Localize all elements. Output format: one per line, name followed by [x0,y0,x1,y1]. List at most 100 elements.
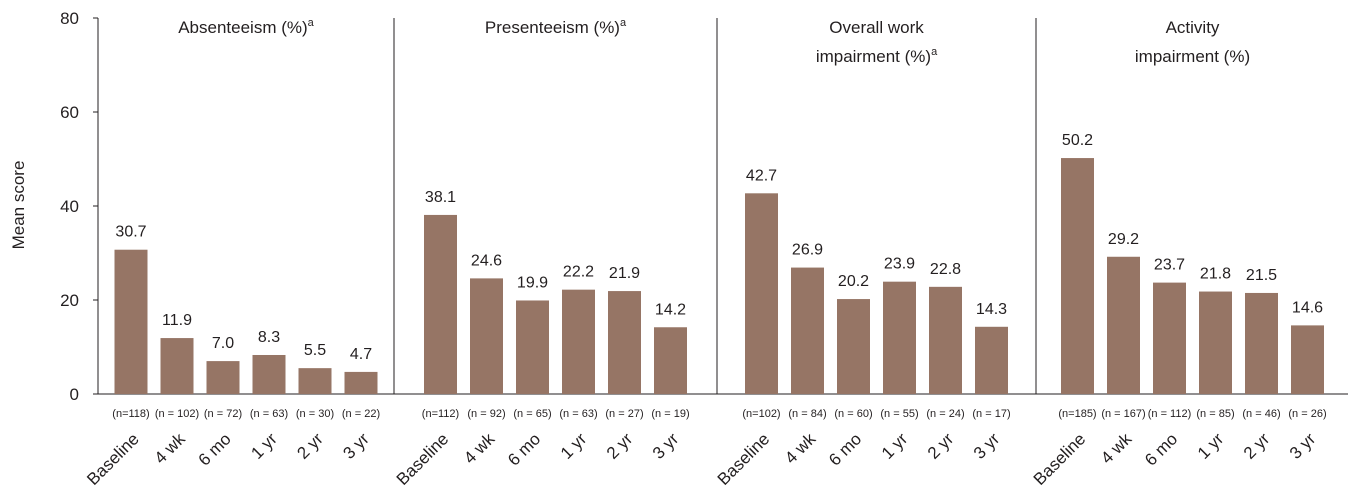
x-tick-label: 1 yr [878,429,912,463]
value-label: 26.9 [792,242,823,259]
panel-title-text: Overall work [829,18,924,37]
n-label: (n = 30) [296,408,334,420]
x-tick-label: Baseline [1030,429,1090,488]
bar [654,327,687,394]
panel-title: Presenteeism (%)a [485,17,627,37]
y-tick-label: 60 [60,103,79,122]
x-tick-label: 6 mo [825,429,865,469]
n-label: (n=102) [742,408,780,420]
value-label: 11.9 [162,312,192,329]
value-label: 4.7 [350,346,372,363]
y-tick-label: 40 [60,197,79,216]
x-tick-label: 4 wk [151,429,190,468]
n-label: (n = 72) [204,408,242,420]
value-label: 23.9 [884,256,915,273]
bar [791,267,824,394]
bar [929,286,962,394]
x-tick-label: 1 yr [1194,429,1228,463]
value-label: 14.2 [655,301,686,318]
value-label: 20.2 [838,273,869,290]
bar [837,299,870,394]
value-label: 50.2 [1062,132,1093,149]
bar [298,368,332,394]
n-label: (n = 167) [1101,408,1145,420]
panel-title-superscript: a [620,17,627,29]
n-label: (n = 65) [513,408,551,420]
bar [206,361,240,394]
value-label: 19.9 [517,274,548,291]
x-tick-label: 3 yr [1286,429,1320,463]
x-tick-label: 4 wk [460,429,499,468]
panel-title-text: impairment (%) [1135,47,1250,66]
x-tick-label: 6 mo [195,429,235,469]
bar [470,278,503,394]
panels: Absenteeism (%)a30.7(n=118)Baseline11.9(… [83,17,1326,488]
panel-4: Activity impairment (%) 50.2 (n=185) Baselin… [1030,18,1327,488]
bar [562,289,595,394]
bar [975,326,1008,394]
bar [745,193,778,394]
bar [1153,282,1186,394]
bar [516,300,549,394]
y-tick-label: 20 [60,291,79,310]
y-axis-label: Mean score [9,161,28,250]
n-label: (n = 26) [1288,408,1326,420]
bar [1291,325,1324,394]
n-label: (n = 22) [342,408,380,420]
n-label: (n = 55) [880,408,918,420]
x-tick-label: 3 yr [970,429,1004,463]
n-label: (n = 24) [926,408,964,420]
bar [608,291,641,394]
panel-title: Overall work [829,18,924,37]
x-tick-label: 6 mo [504,429,544,469]
bar [114,249,148,394]
panel-title: Absenteeism (%)a [178,17,314,37]
value-label: 7.0 [212,335,234,352]
panel-title-superscript: a [931,46,938,58]
n-label: (n=118) [112,408,149,420]
x-tick-label: 4 wk [781,429,820,468]
n-label: (n = 19) [651,408,689,420]
value-label: 8.3 [258,329,280,346]
panel-title-text: Presenteeism (%) [485,18,620,37]
value-label: 21.9 [609,265,640,282]
n-label: (n=185) [1058,408,1096,420]
n-label: (n=112) [422,408,459,420]
x-tick-label: Baseline [393,429,453,488]
y-tick-label: 80 [60,9,79,28]
panel-title-text: Activity [1166,18,1220,37]
value-label: 30.7 [115,224,146,241]
value-label: 38.1 [425,189,456,206]
bar [1061,158,1094,394]
x-tick-label: Baseline [83,429,143,488]
value-label: 22.2 [563,264,594,281]
value-label: 22.8 [930,261,961,278]
bar [1107,256,1140,394]
panel-title-text: Absenteeism (%) [178,18,307,37]
x-tick-label: 1 yr [247,429,281,463]
panel-title-text: impairment (%) [816,47,931,66]
x-tick-label: 1 yr [557,429,591,463]
value-label: 5.5 [304,342,326,359]
bar [252,354,286,394]
y-tick-label: 0 [70,385,79,404]
bar [160,338,194,394]
panel-title: impairment (%) [1135,47,1250,66]
y-ticks: 0 20 40 60 80 [60,9,98,404]
x-tick-label: 3 yr [649,429,683,463]
n-label: (n = 92) [467,408,505,420]
panel-title-superscript: a [308,17,315,29]
panel-title: Activity [1166,18,1220,37]
bar [1199,291,1232,394]
value-label: 42.7 [746,167,777,184]
n-label: (n = 27) [605,408,643,420]
x-tick-label: 2 yr [293,429,327,463]
n-label: (n = 46) [1242,408,1280,420]
bar [424,214,457,394]
value-label: 14.6 [1292,299,1323,316]
n-label: (n = 60) [834,408,872,420]
bar [344,371,378,394]
panel-title: impairment (%)a [816,46,938,66]
value-label: 21.8 [1200,266,1231,283]
